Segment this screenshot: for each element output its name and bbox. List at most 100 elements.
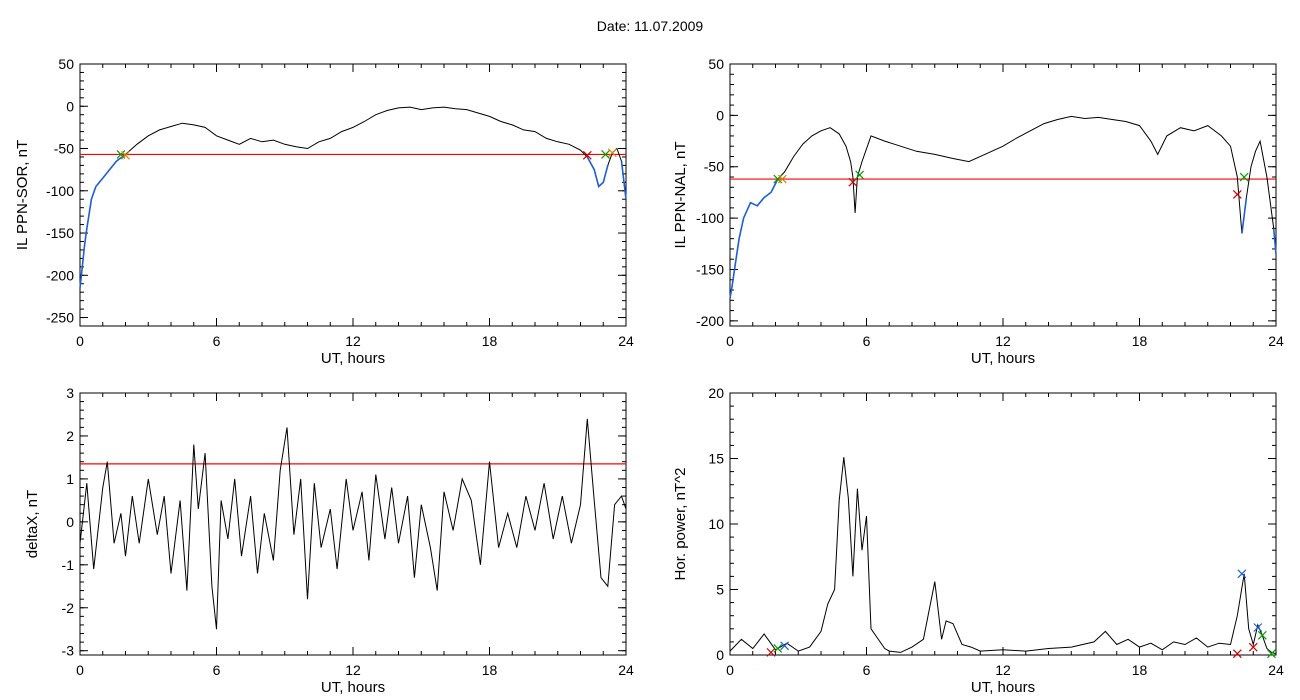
x-tick-label: 0	[726, 333, 734, 349]
y-tick-label: 0	[66, 98, 74, 114]
data-layer	[729, 457, 1277, 659]
x-tick-label: 12	[345, 662, 361, 678]
y-tick-label: -2	[62, 600, 75, 616]
plot-frame	[79, 392, 627, 656]
series-line	[79, 418, 627, 630]
plot-frame	[79, 63, 627, 327]
event-marker	[773, 644, 783, 653]
x-tick-label: 18	[1132, 662, 1148, 678]
x-tick-label: 0	[76, 333, 84, 349]
x-tick-label: 6	[863, 333, 871, 349]
y-tick-label: 50	[708, 56, 724, 72]
x-tick-label: 24	[618, 333, 634, 349]
x-tick-label: 24	[618, 662, 634, 678]
event-marker-stroke	[1239, 172, 1249, 182]
data-layer	[79, 106, 627, 289]
x-tick-label: 18	[1132, 333, 1148, 349]
event-marker	[1248, 642, 1258, 652]
event-marker	[1257, 630, 1267, 640]
tick-labels: 0 6 12 18 24 3 2 1 0 -1 -2 -3	[62, 385, 634, 678]
event-marker	[780, 641, 790, 651]
y-tick-label: 1	[66, 471, 74, 487]
event-marker-stroke	[1267, 649, 1276, 659]
event-marker-stroke	[855, 170, 865, 180]
y-tick-label: -100	[46, 183, 74, 199]
data-layer	[729, 115, 1277, 299]
event-marker	[582, 150, 592, 160]
event-marker-stroke	[1232, 649, 1242, 659]
x-tick-label: 24	[1268, 333, 1284, 349]
event-marker	[848, 177, 858, 187]
event-marker	[1267, 649, 1276, 659]
y-tick-label: -150	[46, 225, 74, 241]
below-threshold-segment	[79, 153, 126, 289]
tick-marks	[79, 63, 627, 327]
chart-il-ppn-nal: 0 6 12 18 24 50 0 -50 -100 -150 -200 UT, hours IL …	[672, 56, 1284, 367]
y-tick-label: 3	[66, 385, 74, 401]
data-layer	[79, 418, 627, 630]
event-marker	[766, 647, 776, 657]
y-tick-label: -150	[696, 261, 724, 277]
y-tick-label: -200	[696, 313, 724, 329]
tick-labels: 0 6 12 18 24 20 15 10 5 0	[708, 385, 1284, 678]
series-line	[729, 115, 1277, 299]
event-marker-stroke	[1232, 190, 1242, 199]
event-marker-stroke	[1248, 642, 1258, 652]
x-axis-label: UT, hours	[971, 350, 1035, 367]
y-axis-label: IL PPN-NAL, nT	[672, 142, 689, 249]
x-tick-label: 12	[345, 333, 361, 349]
y-tick-label: -200	[46, 267, 74, 283]
tick-marks	[729, 392, 1277, 656]
event-marker	[1253, 623, 1263, 632]
event-marker	[855, 170, 865, 180]
event-marker	[601, 150, 610, 159]
y-tick-label: 20	[708, 385, 724, 401]
event-marker-stroke	[582, 150, 592, 160]
y-axis-label: deltaX, nT	[24, 490, 41, 558]
event-marker-stroke	[1257, 630, 1267, 640]
y-tick-label: 0	[66, 514, 74, 530]
event-marker-stroke	[607, 148, 617, 158]
x-tick-label: 6	[213, 333, 221, 349]
event-marker	[1232, 190, 1242, 199]
y-tick-label: 5	[716, 582, 724, 598]
event-marker-stroke	[777, 174, 787, 184]
event-marker	[1237, 569, 1247, 579]
event-marker	[1232, 649, 1242, 659]
y-axis-label: Hor. power, nT^2	[672, 468, 689, 581]
event-marker	[607, 148, 617, 158]
y-tick-label: 50	[58, 56, 74, 72]
below-threshold-segment	[586, 156, 609, 188]
x-axis-label: UT, hours	[971, 679, 1035, 696]
x-tick-label: 6	[213, 662, 221, 678]
below-threshold-segment	[1241, 197, 1248, 234]
x-tick-label: 6	[863, 662, 871, 678]
y-tick-label: -250	[46, 310, 74, 326]
event-marker-stroke	[601, 150, 610, 159]
plot-frame	[729, 392, 1277, 656]
page-title: Date: 11.07.2009	[596, 18, 704, 34]
event-marker-stroke	[121, 150, 130, 160]
y-tick-label: 0	[716, 107, 724, 123]
y-tick-label: -100	[696, 210, 724, 226]
event-marker-stroke	[780, 641, 790, 651]
y-tick-label: -50	[54, 141, 74, 157]
chart-hor-power: 0 6 12 18 24 20 15 10 5 0 UT, hours Hor. power, n…	[672, 385, 1284, 696]
below-threshold-segment	[620, 161, 627, 200]
below-threshold-segment	[729, 178, 779, 299]
x-tick-label: 0	[76, 662, 84, 678]
y-tick-label: -3	[62, 643, 75, 659]
event-marker-stroke	[1253, 623, 1263, 632]
chart-deltax: 0 6 12 18 24 3 2 1 0 -1 -2 -3 UT, hours deltaX, nT	[24, 385, 634, 696]
x-tick-label: 18	[482, 333, 498, 349]
series-line	[729, 457, 1277, 655]
below-threshold-segment	[1272, 228, 1277, 255]
chart-il-ppn-sor: 0 6 12 18 24 50 0 -50 -100 -150 -200 -250 UT, hours…	[14, 56, 634, 367]
tick-labels: 0 6 12 18 24 50 0 -50 -100 -150 -200 -250	[46, 56, 634, 349]
y-tick-label: -50	[704, 159, 724, 175]
x-tick-label: 24	[1268, 662, 1284, 678]
x-axis-label: UT, hours	[321, 679, 385, 696]
y-tick-label: 0	[716, 647, 724, 663]
x-tick-label: 12	[995, 333, 1011, 349]
